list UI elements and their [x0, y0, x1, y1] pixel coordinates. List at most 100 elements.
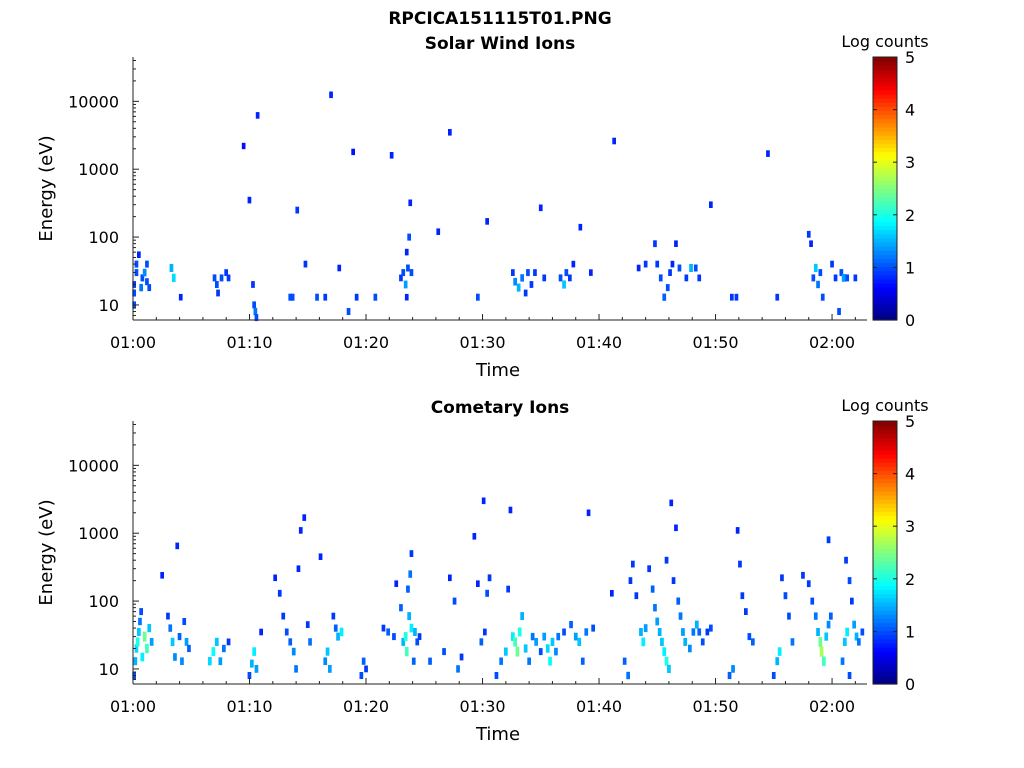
- spectrogram-cell: [351, 148, 355, 156]
- colorbar-segment: [873, 159, 897, 165]
- colorbar-segment: [873, 204, 897, 210]
- spectrogram-cell: [160, 572, 164, 579]
- spectrogram-cell: [571, 260, 576, 268]
- x-tick-label: 01:20: [343, 697, 389, 716]
- spectrogram-cell: [208, 657, 212, 666]
- colorbar-segment: [873, 258, 897, 264]
- spectrogram-cell: [766, 150, 770, 157]
- colorbar-segment: [873, 457, 897, 463]
- spectrogram-cell: [315, 293, 319, 301]
- spectrogram-cell: [681, 628, 685, 636]
- colorbar-segment: [873, 597, 897, 603]
- spectrogram-cell: [180, 657, 184, 665]
- colorbar-segment: [873, 274, 897, 280]
- spectrogram-cell: [483, 628, 487, 636]
- figure-title: RPCICA151115T01.PNG: [388, 9, 611, 29]
- colorbar-segment: [873, 196, 897, 202]
- spectrogram-cell: [839, 269, 844, 277]
- spectrogram-cell: [254, 665, 259, 673]
- spectrogram-cell: [513, 637, 517, 647]
- colorbar-segment: [873, 626, 897, 632]
- spectrogram-cell: [516, 283, 521, 292]
- colorbar-segment: [873, 437, 897, 443]
- colorbar-segment: [873, 589, 897, 595]
- spectrogram-cell: [662, 647, 667, 656]
- spectrogram-cell: [523, 644, 528, 653]
- spectrogram-cell: [253, 307, 258, 316]
- spectrogram-cell: [409, 550, 414, 557]
- spectrogram-cell: [658, 274, 663, 282]
- spectrogram-cell: [147, 624, 152, 633]
- spectrogram-cell: [548, 656, 552, 666]
- spectrogram-cell: [847, 577, 852, 585]
- x-tick-label: 01:50: [692, 697, 738, 716]
- colorbar-tick-label: 3: [905, 517, 915, 536]
- spectrogram-cell: [401, 269, 406, 277]
- colorbar-segment: [873, 618, 897, 623]
- spectrogram-cell: [653, 604, 657, 612]
- colorbar-segment: [873, 486, 897, 492]
- x-tick-label: 01:10: [226, 333, 272, 352]
- spectrogram-cell: [168, 624, 173, 632]
- x-tick-label: 02:00: [809, 333, 855, 352]
- spectrogram-cell: [568, 274, 572, 282]
- spectrogram-cell: [816, 628, 820, 636]
- spectrogram-cell: [273, 574, 277, 582]
- spectrogram-cell: [403, 280, 408, 289]
- spectrogram-cell: [634, 592, 639, 600]
- x-tick-label: 01:40: [576, 333, 622, 352]
- spectrogram-cell: [308, 638, 312, 646]
- spectrogram-cell: [744, 608, 748, 615]
- spectrogram-cell: [819, 646, 824, 657]
- spectrogram-cell: [288, 638, 293, 646]
- colorbar-segment: [873, 548, 897, 554]
- colorbar-segment: [873, 89, 897, 95]
- x-axis-label: Time: [475, 724, 520, 745]
- y-axis-label: Energy (eV): [36, 135, 57, 241]
- spectrogram-cell: [840, 657, 845, 665]
- spectrogram-cell: [562, 628, 566, 636]
- spectrogram-cell: [277, 589, 282, 597]
- colorbar-segment: [873, 143, 897, 149]
- panel-title: Solar Wind Ions: [425, 34, 576, 54]
- colorbar-segment: [873, 287, 897, 292]
- spectrogram-cell: [399, 274, 403, 282]
- spectrogram-cell: [226, 274, 231, 282]
- colorbar-segment: [873, 462, 897, 467]
- spectrogram-cell: [409, 269, 414, 277]
- spectrogram-cell: [554, 647, 558, 656]
- spectrogram-cell: [734, 293, 739, 301]
- spectrogram-cell: [771, 672, 776, 679]
- spectrogram-cell: [252, 647, 256, 656]
- x-tick-label: 01:50: [692, 333, 738, 352]
- colorbar-segment: [873, 172, 897, 177]
- spectrogram-cell: [660, 637, 664, 646]
- spectrogram-cell: [822, 656, 826, 666]
- spectrogram-cell: [693, 264, 698, 272]
- colorbar-segment: [873, 135, 897, 140]
- colorbar-segment: [873, 552, 897, 558]
- spectrogram-cell: [650, 585, 655, 593]
- colorbar-segment: [873, 564, 897, 570]
- x-tick-label: 01:30: [459, 333, 505, 352]
- spectrogram-cell: [806, 580, 811, 588]
- spectrogram-cell: [142, 631, 147, 642]
- spectrogram-cell: [857, 638, 861, 646]
- spectrogram-cell: [392, 633, 396, 641]
- spectrogram-cell: [222, 644, 226, 653]
- colorbar-segment: [873, 73, 897, 79]
- spectrogram-cell: [562, 280, 566, 289]
- spectrogram-cell: [844, 556, 848, 564]
- colorbar-segment: [873, 494, 897, 500]
- x-tick-label: 02:00: [809, 697, 855, 716]
- colorbar-segment: [873, 638, 897, 644]
- spectrogram-cell: [671, 577, 676, 584]
- spectrogram-cell: [591, 624, 595, 632]
- colorbar-segment: [873, 118, 897, 124]
- spectrogram-cell: [511, 632, 515, 641]
- spectrogram-cell: [499, 657, 503, 665]
- spectrogram-cell: [843, 637, 847, 646]
- colorbar-segment: [873, 213, 897, 218]
